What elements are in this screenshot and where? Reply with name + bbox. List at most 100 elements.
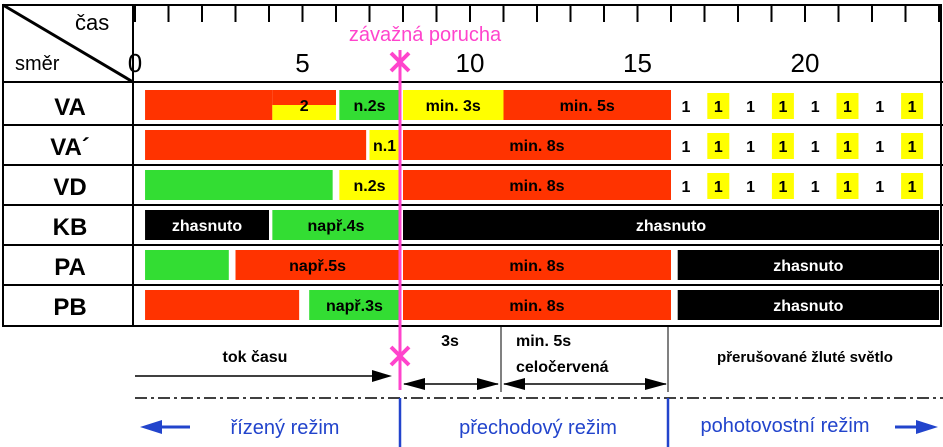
all-red-label: celočervená xyxy=(516,359,609,376)
time-flow-arrow-icon xyxy=(372,370,392,382)
signal-segment-red xyxy=(503,90,671,120)
signal-segment-red xyxy=(145,290,300,320)
row-label: VA xyxy=(54,94,86,121)
flash-cell-yellow xyxy=(901,133,924,159)
time-tick-label: 5 xyxy=(295,48,309,78)
flash-cell-label: 1 xyxy=(908,179,917,196)
signal-segment-red xyxy=(403,290,671,320)
arrow-right-icon xyxy=(916,420,938,434)
row-label: VD xyxy=(53,174,86,201)
signal-segment-red xyxy=(403,170,671,200)
header-diagonal xyxy=(2,3,134,84)
segment-label: např.5s xyxy=(289,258,346,275)
signal-segment-black xyxy=(677,250,939,280)
header-direction-label: směr xyxy=(15,53,60,75)
mode-standby-label: pohotovostní režim xyxy=(701,415,870,437)
arrow-left-icon xyxy=(140,420,162,434)
signal-segment-red xyxy=(145,90,273,120)
signal-segment-red xyxy=(403,250,671,280)
flash-cell-label: 1 xyxy=(778,139,787,156)
signal-segment-black xyxy=(403,210,939,240)
fault-marker-icon xyxy=(389,345,411,367)
transition-duration-label: 3s xyxy=(441,333,459,350)
time-tick-label: 20 xyxy=(791,48,820,78)
flash-cell-yellow xyxy=(901,173,924,199)
flash-cell-yellow xyxy=(707,173,730,199)
flash-cell-yellow xyxy=(771,93,794,119)
segment-label: zhasnuto xyxy=(773,298,843,315)
segment-label: n.1 xyxy=(373,138,396,155)
flash-cell-label: 1 xyxy=(908,99,917,116)
flash-cell-label: 1 xyxy=(843,99,852,116)
signal-segment-green xyxy=(272,210,400,240)
header-time-label: čas xyxy=(75,10,109,35)
flash-cell-label: 1 xyxy=(811,99,820,116)
flash-cell-yellow xyxy=(707,93,730,119)
segment-label: min. 3s xyxy=(426,98,481,115)
fault-label: závažná porucha xyxy=(349,24,502,46)
segment-label: např.3s xyxy=(326,298,383,315)
flash-cell-label: 1 xyxy=(746,179,755,196)
flash-cell-label: 1 xyxy=(714,99,723,116)
flash-cell-label: 1 xyxy=(714,179,723,196)
time-flow-label: tok času xyxy=(223,349,288,366)
flash-cell-label: 1 xyxy=(682,139,691,156)
signal-segment-yellow xyxy=(403,90,504,120)
flash-cell-label: 1 xyxy=(682,99,691,116)
segment-label: 2 xyxy=(300,98,309,115)
signal-segment-green xyxy=(145,170,333,200)
flash-cell-label: 1 xyxy=(908,139,917,156)
mode-transition-label: přechodový režim xyxy=(459,417,617,439)
flash-cell-yellow xyxy=(707,133,730,159)
flash-cell-label: 1 xyxy=(875,99,884,116)
segment-label: min. 8s xyxy=(509,178,564,195)
segment-label: zhasnuto xyxy=(773,258,843,275)
flash-cell-label: 1 xyxy=(875,179,884,196)
segment-label: min. 8s xyxy=(509,258,564,275)
flash-cell-label: 1 xyxy=(746,99,755,116)
signal-segment-red xyxy=(403,130,671,160)
flash-cell-label: 1 xyxy=(714,139,723,156)
segment-label: min. 8s xyxy=(509,298,564,315)
all-red-duration-label: min. 5s xyxy=(516,333,571,350)
time-tick-label: 0 xyxy=(128,48,142,78)
signal-segment-red xyxy=(272,90,336,105)
signal-segment-red xyxy=(235,250,400,280)
signal-segment-yellow xyxy=(272,105,336,120)
flash-cell-label: 1 xyxy=(746,139,755,156)
flash-cell-label: 1 xyxy=(843,139,852,156)
arrow-right-icon xyxy=(477,378,499,390)
flash-cell-label: 1 xyxy=(811,179,820,196)
mode-controlled-label: řízený režim xyxy=(231,417,340,439)
segment-label: min. 5s xyxy=(560,98,615,115)
flash-cell-label: 1 xyxy=(778,179,787,196)
flash-cell-yellow xyxy=(771,173,794,199)
row-label: VA´ xyxy=(50,134,90,161)
segment-label: n.2s xyxy=(353,178,385,195)
flash-cell-yellow xyxy=(836,93,859,119)
signal-segment-green xyxy=(339,90,400,120)
arrow-left-icon xyxy=(403,378,425,390)
arrow-left-icon xyxy=(503,378,525,390)
flash-cell-label: 1 xyxy=(682,179,691,196)
flash-cell-label: 1 xyxy=(778,99,787,116)
time-tick-label: 15 xyxy=(623,48,652,78)
arrow-right-icon xyxy=(645,378,667,390)
flashing-yellow-label: přerušované žluté světlo xyxy=(717,349,893,366)
fault-marker-icon xyxy=(389,51,411,73)
signal-segment-black xyxy=(145,210,269,240)
time-tick-label: 10 xyxy=(456,48,485,78)
segment-label: zhasnuto xyxy=(636,218,706,235)
flash-cell-yellow xyxy=(836,133,859,159)
flash-cell-label: 1 xyxy=(875,139,884,156)
segment-label: zhasnuto xyxy=(172,218,242,235)
signal-segment-yellow xyxy=(339,170,400,200)
row-label: PA xyxy=(54,254,86,281)
signal-segment-black xyxy=(677,290,939,320)
signal-segment-yellow xyxy=(369,130,400,160)
flash-cell-label: 1 xyxy=(843,179,852,196)
row-label: PB xyxy=(53,294,86,321)
segment-label: např.4s xyxy=(308,218,365,235)
